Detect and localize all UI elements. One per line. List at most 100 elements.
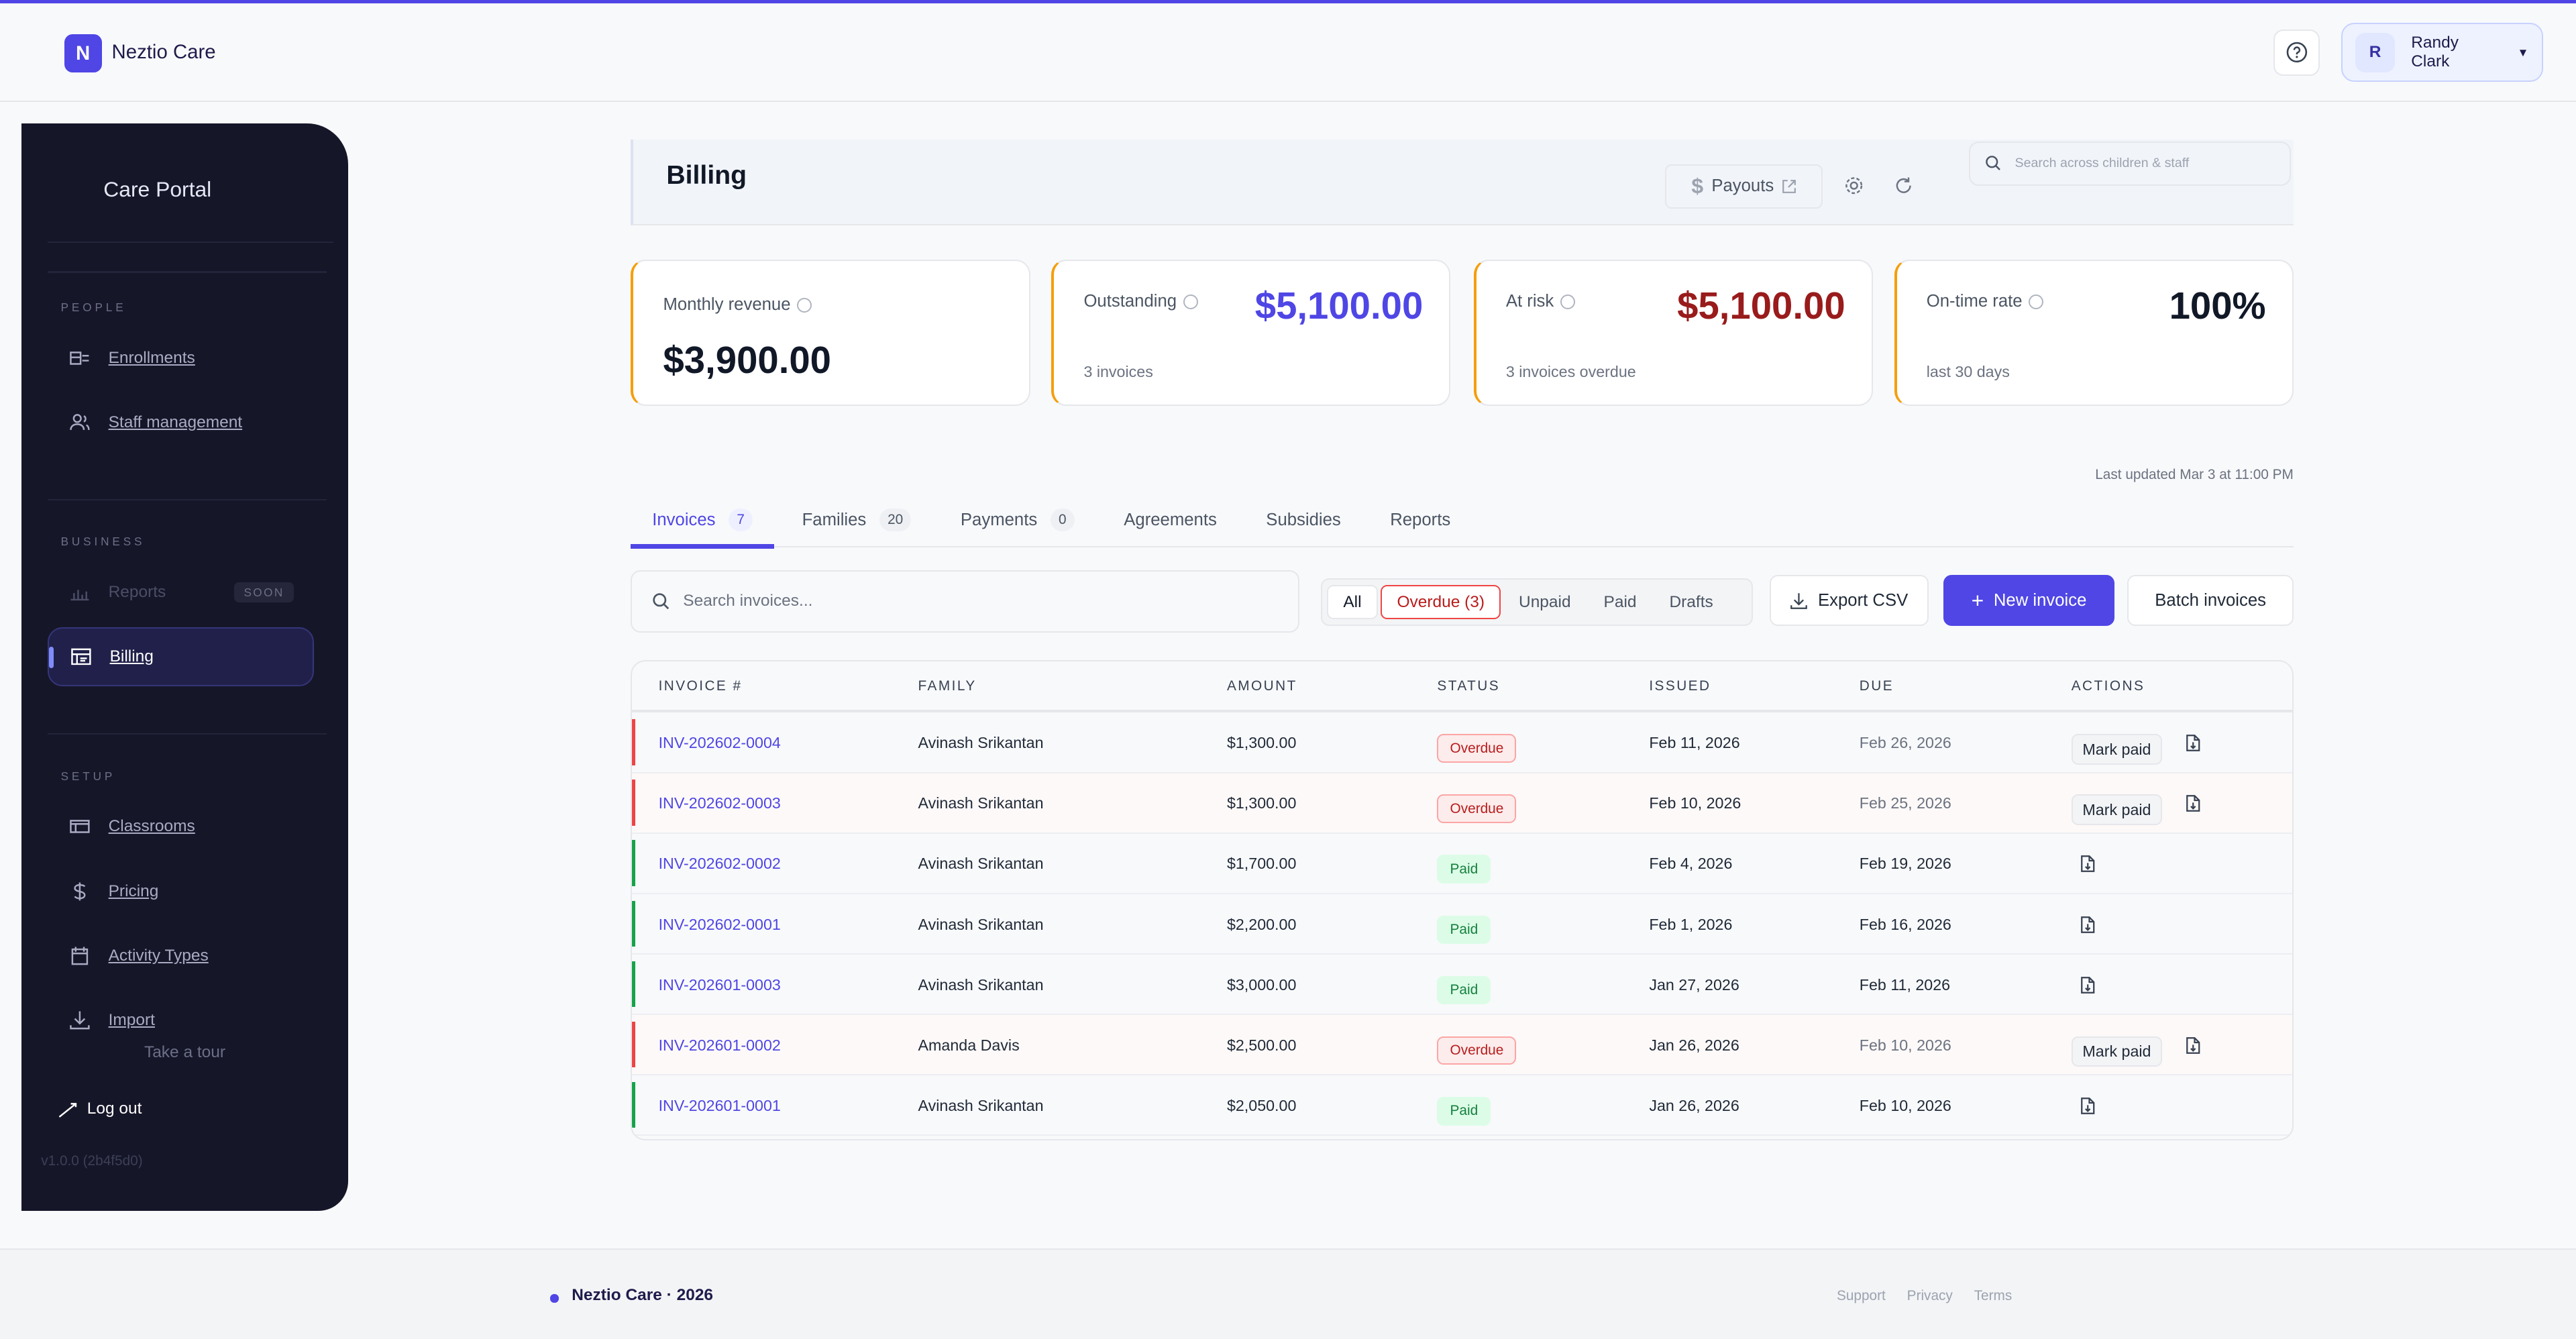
sidebar-item-classrooms[interactable]: Classrooms [48, 797, 314, 856]
tab-invoices[interactable]: Invoices 7 [631, 493, 775, 549]
top-bar [0, 3, 2576, 102]
download-icon [1790, 592, 1808, 609]
invoice-search-input[interactable]: Search invoices... [631, 570, 1300, 633]
tab-reports[interactable]: Reports [1368, 493, 1472, 547]
footer-link-privacy[interactable]: Privacy [1907, 1287, 1953, 1303]
download-pdf-icon[interactable] [2080, 976, 2096, 998]
new-invoice-button[interactable]: + New invoice [1943, 575, 2114, 627]
issued-cell: Jan 27, 2026 [1649, 975, 1739, 994]
export-csv-button[interactable]: Export CSV [1769, 575, 1929, 627]
sidebar-item-billing[interactable]: Billing [48, 627, 314, 687]
refresh-button[interactable] [1890, 172, 1917, 199]
column-header: INVOICE # [658, 678, 743, 694]
download-pdf-icon[interactable] [2185, 794, 2201, 816]
info-icon[interactable] [2029, 294, 2044, 309]
filter-paid[interactable]: Paid [1603, 592, 1637, 611]
footer-link-support[interactable]: Support [1836, 1287, 1886, 1303]
download-pdf-icon[interactable] [2080, 855, 2096, 877]
due-cell: Feb 10, 2026 [1859, 1096, 1951, 1114]
sidebar: Care Portal Take a tour Log out v1.0.0 (… [21, 123, 349, 1211]
filter-overdue[interactable]: Overdue (3) [1381, 584, 1501, 620]
payouts-button[interactable]: $ Payouts [1665, 164, 1823, 209]
kpi-label-row: On-time rate [1927, 292, 2044, 311]
table-row: INV-202601-0003 Avinash Srikantan $3,000… [632, 955, 2292, 1015]
mark-paid-button[interactable]: Mark paid [2071, 734, 2163, 765]
tab-payments[interactable]: Payments 0 [939, 493, 1096, 547]
kpi-subtext: 3 invoices overdue [1505, 362, 1636, 380]
mark-paid-button[interactable]: Mark paid [2071, 1036, 2163, 1067]
batch-invoices-button[interactable]: Batch invoices [2127, 575, 2294, 627]
kpi-value: $3,900.00 [663, 339, 832, 382]
sidebar-item-enrollments[interactable]: Enrollments [48, 329, 314, 388]
sidebar-item-reports: Reports SOON [48, 563, 314, 622]
due-cell: Feb 19, 2026 [1859, 855, 1951, 873]
sidebar-item-label: Reports [108, 583, 166, 602]
divider [48, 241, 334, 244]
settings-button[interactable] [1841, 172, 1867, 199]
kpi-subtext: last 30 days [1926, 362, 2010, 380]
dollar-icon: $ [1691, 174, 1704, 199]
due-cell: Feb 26, 2026 [1859, 734, 1951, 752]
invoice-link[interactable]: INV-202601-0003 [658, 975, 781, 994]
invoice-link[interactable]: INV-202601-0002 [658, 1036, 781, 1054]
filter-all[interactable]: All [1327, 584, 1378, 620]
issued-cell: Feb 4, 2026 [1649, 855, 1733, 873]
info-icon[interactable] [1560, 294, 1576, 309]
table-row: INV-202601-0002 Amanda Davis $2,500.00 O… [632, 1014, 2292, 1076]
logout-button[interactable]: Log out [58, 1099, 142, 1118]
download-pdf-icon[interactable] [2185, 734, 2201, 756]
kpi-card-monthly-revenue: Monthly revenue $3,900.00 [631, 259, 1030, 406]
download-pdf-icon[interactable] [2080, 916, 2096, 938]
version-label: v1.0.0 (2b4f5d0) [41, 1153, 143, 1169]
invoice-link[interactable]: INV-202602-0002 [658, 855, 781, 873]
divider [48, 498, 327, 500]
invoice-link[interactable]: INV-202601-0001 [658, 1096, 781, 1114]
tab-subsidies[interactable]: Subsidies [1244, 493, 1362, 547]
invoice-link[interactable]: INV-202602-0003 [658, 794, 781, 812]
table-row: INV-202601-0001 Avinash Srikantan $2,050… [632, 1075, 2292, 1136]
sidebar-item-label: Enrollments [108, 348, 195, 367]
info-icon[interactable] [1183, 294, 1198, 309]
download-icon [70, 1011, 90, 1030]
logout-icon [58, 1103, 76, 1118]
sidebar-item-staff-management[interactable]: Staff management [48, 393, 314, 452]
tab-agreements[interactable]: Agreements [1102, 493, 1238, 547]
sidebar-item-import[interactable]: Import [48, 991, 314, 1050]
logout-label: Log out [87, 1100, 142, 1118]
take-a-tour-link[interactable]: Take a tour [144, 1043, 226, 1062]
info-icon[interactable] [797, 297, 812, 313]
download-pdf-icon[interactable] [2185, 1036, 2201, 1059]
user-menu-button[interactable]: R Randy Clark ▼ [2341, 23, 2544, 83]
amount-cell: $2,050.00 [1226, 1096, 1297, 1114]
amount-cell: $3,000.00 [1226, 975, 1297, 994]
kpi-label-row: At risk [1506, 292, 1576, 311]
sidebar-item-label: Import [108, 1011, 155, 1030]
invoice-link[interactable]: INV-202602-0001 [658, 915, 781, 933]
invoices-table: INVOICE # FAMILY AMOUNT STATUS ISSUED DUE ACTI… [631, 660, 2294, 1140]
calendar-icon [71, 947, 88, 965]
status-badge: Paid [1437, 975, 1491, 1005]
download-pdf-icon[interactable] [2080, 1097, 2096, 1119]
status-badge: Overdue [1437, 794, 1517, 824]
family-cell: Avinash Srikantan [918, 1096, 1044, 1114]
app-name[interactable]: Neztio Care [111, 41, 216, 64]
help-button[interactable] [2273, 30, 2320, 76]
user-name: Randy Clark [2411, 34, 2459, 71]
footer-link-terms[interactable]: Terms [1974, 1287, 2012, 1303]
due-cell: Feb 11, 2026 [1859, 975, 1951, 994]
logo[interactable]: N [64, 34, 102, 72]
filter-drafts[interactable]: Drafts [1669, 592, 1713, 611]
footer: Neztio Care · 2026 Support Privacy Terms [0, 1248, 2576, 1339]
global-search-input[interactable]: Search across children & staff [1969, 141, 2292, 186]
filter-unpaid[interactable]: Unpaid [1519, 592, 1571, 611]
invoice-link[interactable]: INV-202602-0004 [658, 734, 781, 752]
mark-paid-button[interactable]: Mark paid [2071, 794, 2163, 826]
issued-cell: Jan 26, 2026 [1649, 1036, 1739, 1054]
refresh-icon [1896, 177, 1911, 193]
kpi-label: Outstanding [1083, 292, 1177, 311]
classrooms-icon [70, 820, 90, 834]
sidebar-item-pricing[interactable]: Pricing [48, 861, 314, 920]
sidebar-item-activity-types[interactable]: Activity Types [48, 926, 314, 985]
tab-families[interactable]: Families 20 [781, 493, 933, 547]
search-icon [653, 593, 669, 610]
